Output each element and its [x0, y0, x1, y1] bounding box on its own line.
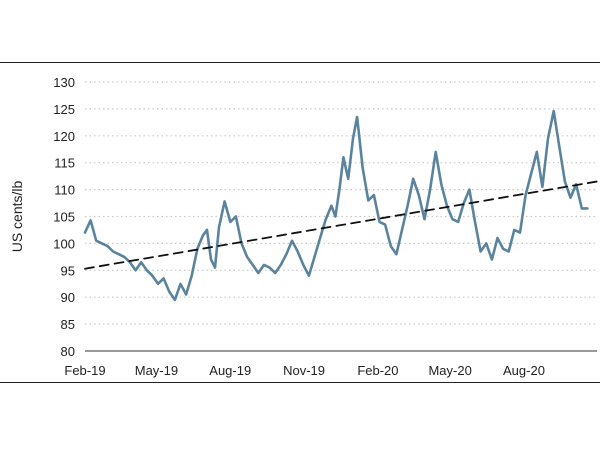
grid-lines: [85, 81, 597, 352]
trend-line: [84, 180, 598, 270]
y-tick-label: 105: [53, 210, 75, 225]
chart-frame: [0, 62, 600, 383]
y-tick-label: 95: [61, 263, 75, 278]
x-tick-label: Aug-19: [209, 363, 251, 378]
y-tick-label: 80: [61, 344, 75, 359]
x-tick-label: Feb-19: [64, 363, 105, 378]
x-tick-label: May-20: [428, 363, 471, 378]
y-tick-label: 115: [54, 156, 75, 171]
x-tick-label: Feb-20: [357, 363, 398, 378]
x-tick-labels: Feb-19 May-19 Aug-19 Nov-19 Feb-20 May-20 Aug-…: [64, 363, 545, 378]
x-tick-label: Aug-20: [503, 363, 545, 378]
y-tick-label: 100: [53, 236, 75, 251]
y-tick-label: 90: [61, 290, 75, 305]
y-tick-label: 130: [53, 75, 75, 90]
y-tick-label: 110: [54, 183, 75, 198]
x-tick-label: May-19: [135, 363, 178, 378]
y-tick-label: 120: [53, 129, 75, 144]
x-tick-label: Nov-19: [283, 363, 325, 378]
y-tick-label: 85: [61, 317, 75, 332]
y-tick-labels: 80 85 90 95 100 105 110 115 120 125 130: [53, 75, 75, 359]
y-tick-label: 125: [53, 102, 75, 117]
series-layer: [83, 109, 598, 302]
y-axis-label: US cents/lb: [9, 180, 25, 252]
price-series-line: [83, 109, 589, 302]
